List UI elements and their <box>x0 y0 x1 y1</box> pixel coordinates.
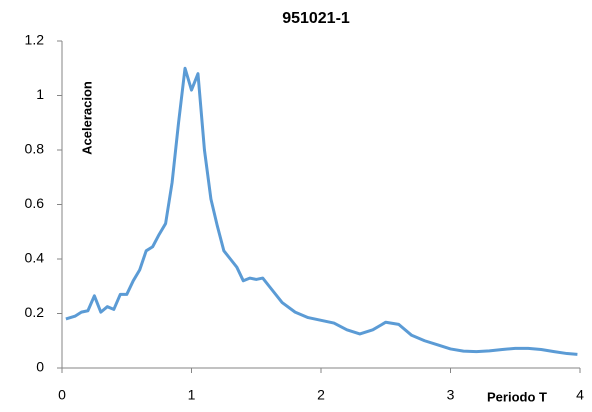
y-axis-label: Aceleracion <box>79 81 94 155</box>
y-tick-label: 1 <box>36 86 44 102</box>
x-tick-label: 3 <box>447 387 455 403</box>
y-tick-label: 0.2 <box>25 304 45 320</box>
y-tick-label: 0.4 <box>25 250 45 266</box>
x-axis-label: Periodo T <box>487 389 547 404</box>
x-tick-label: 0 <box>58 387 66 403</box>
y-tick-label: 0.8 <box>25 141 45 157</box>
y-tick-label: 1.2 <box>25 32 45 48</box>
x-tick-label: 2 <box>317 387 325 403</box>
y-tick-label: 0.6 <box>25 195 45 211</box>
data-line <box>65 66 578 356</box>
y-tick-label: 0 <box>36 359 44 375</box>
x-tick-label: 4 <box>576 387 584 403</box>
chart-title: 951021-1 <box>282 10 350 27</box>
x-tick-label: 1 <box>188 387 196 403</box>
